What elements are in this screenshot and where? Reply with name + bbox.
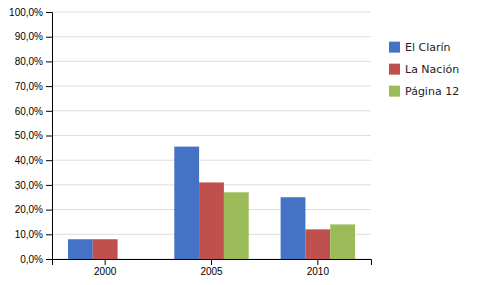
tick-label: 10,0% — [15, 229, 43, 240]
tick-mark — [46, 61, 52, 62]
tick: 0,0% — [20, 254, 52, 265]
bar — [305, 229, 330, 259]
bar — [93, 239, 118, 259]
tick-mark — [46, 160, 52, 161]
grid-line — [52, 135, 371, 136]
tick-mark — [317, 259, 318, 265]
tick: 50,0% — [15, 130, 52, 141]
legend-swatch — [389, 64, 400, 75]
legend-label: La Nación — [405, 63, 459, 76]
legend-swatch — [389, 86, 400, 97]
tick-mark — [46, 86, 52, 87]
tick-mark — [46, 37, 52, 38]
bar — [224, 192, 249, 259]
tick: 20,0% — [15, 204, 52, 215]
tick-mark — [105, 259, 106, 265]
legend-label: Página 12 — [405, 85, 459, 98]
bar — [174, 147, 199, 259]
tick: 10,0% — [15, 229, 52, 240]
bar — [199, 182, 224, 259]
bar — [118, 259, 143, 260]
series — [224, 192, 355, 259]
grid-line — [52, 61, 371, 62]
tick-mark — [46, 136, 52, 137]
bar — [330, 224, 355, 259]
grid-line — [52, 86, 371, 87]
grid — [52, 12, 371, 259]
y-axis: 0,0% 10,0% 20,0% 30,0% 40,0% 50,0% 60,0% 70,0% 8… — [9, 7, 52, 265]
legend-label: El Clarín — [405, 41, 451, 54]
tick: 2000 — [94, 259, 117, 277]
bar — [68, 239, 93, 259]
tick: 90,0% — [15, 31, 52, 42]
tick-mark — [46, 185, 52, 186]
legend-item: El Clarín — [389, 41, 451, 54]
tick-label: 2000 — [94, 266, 117, 277]
tick-label: 2005 — [200, 266, 223, 277]
tick-mark — [46, 111, 52, 112]
tick-label: 50,0% — [15, 130, 43, 141]
grid-line — [52, 110, 371, 111]
chart: 2000 2005 2010 0,0% 10,0% 20,0% 30,0% 40,0% 50,0… — [0, 0, 491, 285]
axis-line — [53, 260, 372, 266]
tick-label: 0,0% — [20, 254, 43, 265]
tick: 80,0% — [15, 56, 52, 67]
axis-line — [46, 13, 53, 260]
tick-label: 100,0% — [9, 7, 43, 18]
tick: 2005 — [200, 259, 223, 277]
series — [93, 182, 330, 259]
legend-item: Página 12 — [389, 85, 459, 98]
x-axis: 2000 2005 2010 — [53, 259, 372, 277]
tick: 100,0% — [9, 7, 52, 18]
tick-label: 80,0% — [15, 56, 43, 67]
grid-line — [52, 160, 371, 161]
tick-label: 2010 — [307, 266, 330, 277]
tick: 2010 — [307, 259, 330, 277]
tick-label: 60,0% — [15, 106, 43, 117]
tick-mark — [211, 259, 212, 265]
tick-mark — [46, 12, 52, 13]
legend: El Clarín La Nación Página 12 — [389, 41, 459, 98]
tick: 70,0% — [15, 81, 52, 92]
tick-label: 30,0% — [15, 180, 43, 191]
grid-line — [52, 36, 371, 37]
plot: 2000 2005 2010 0,0% 10,0% 20,0% 30,0% 40,0% 50,0… — [9, 7, 371, 277]
tick-label: 20,0% — [15, 204, 43, 215]
tick-label: 90,0% — [15, 31, 43, 42]
bars — [68, 147, 355, 259]
bar — [281, 197, 306, 259]
legend-item: La Nación — [389, 63, 459, 76]
tick: 60,0% — [15, 106, 52, 117]
tick-label: 70,0% — [15, 81, 43, 92]
series — [68, 147, 305, 259]
grid-line — [52, 12, 371, 13]
tick-mark — [46, 210, 52, 211]
tick: 40,0% — [15, 155, 52, 166]
tick-mark — [46, 259, 52, 260]
tick-mark — [46, 234, 52, 235]
tick-label: 40,0% — [15, 155, 43, 166]
legend-swatch — [389, 42, 400, 53]
tick: 30,0% — [15, 180, 52, 191]
